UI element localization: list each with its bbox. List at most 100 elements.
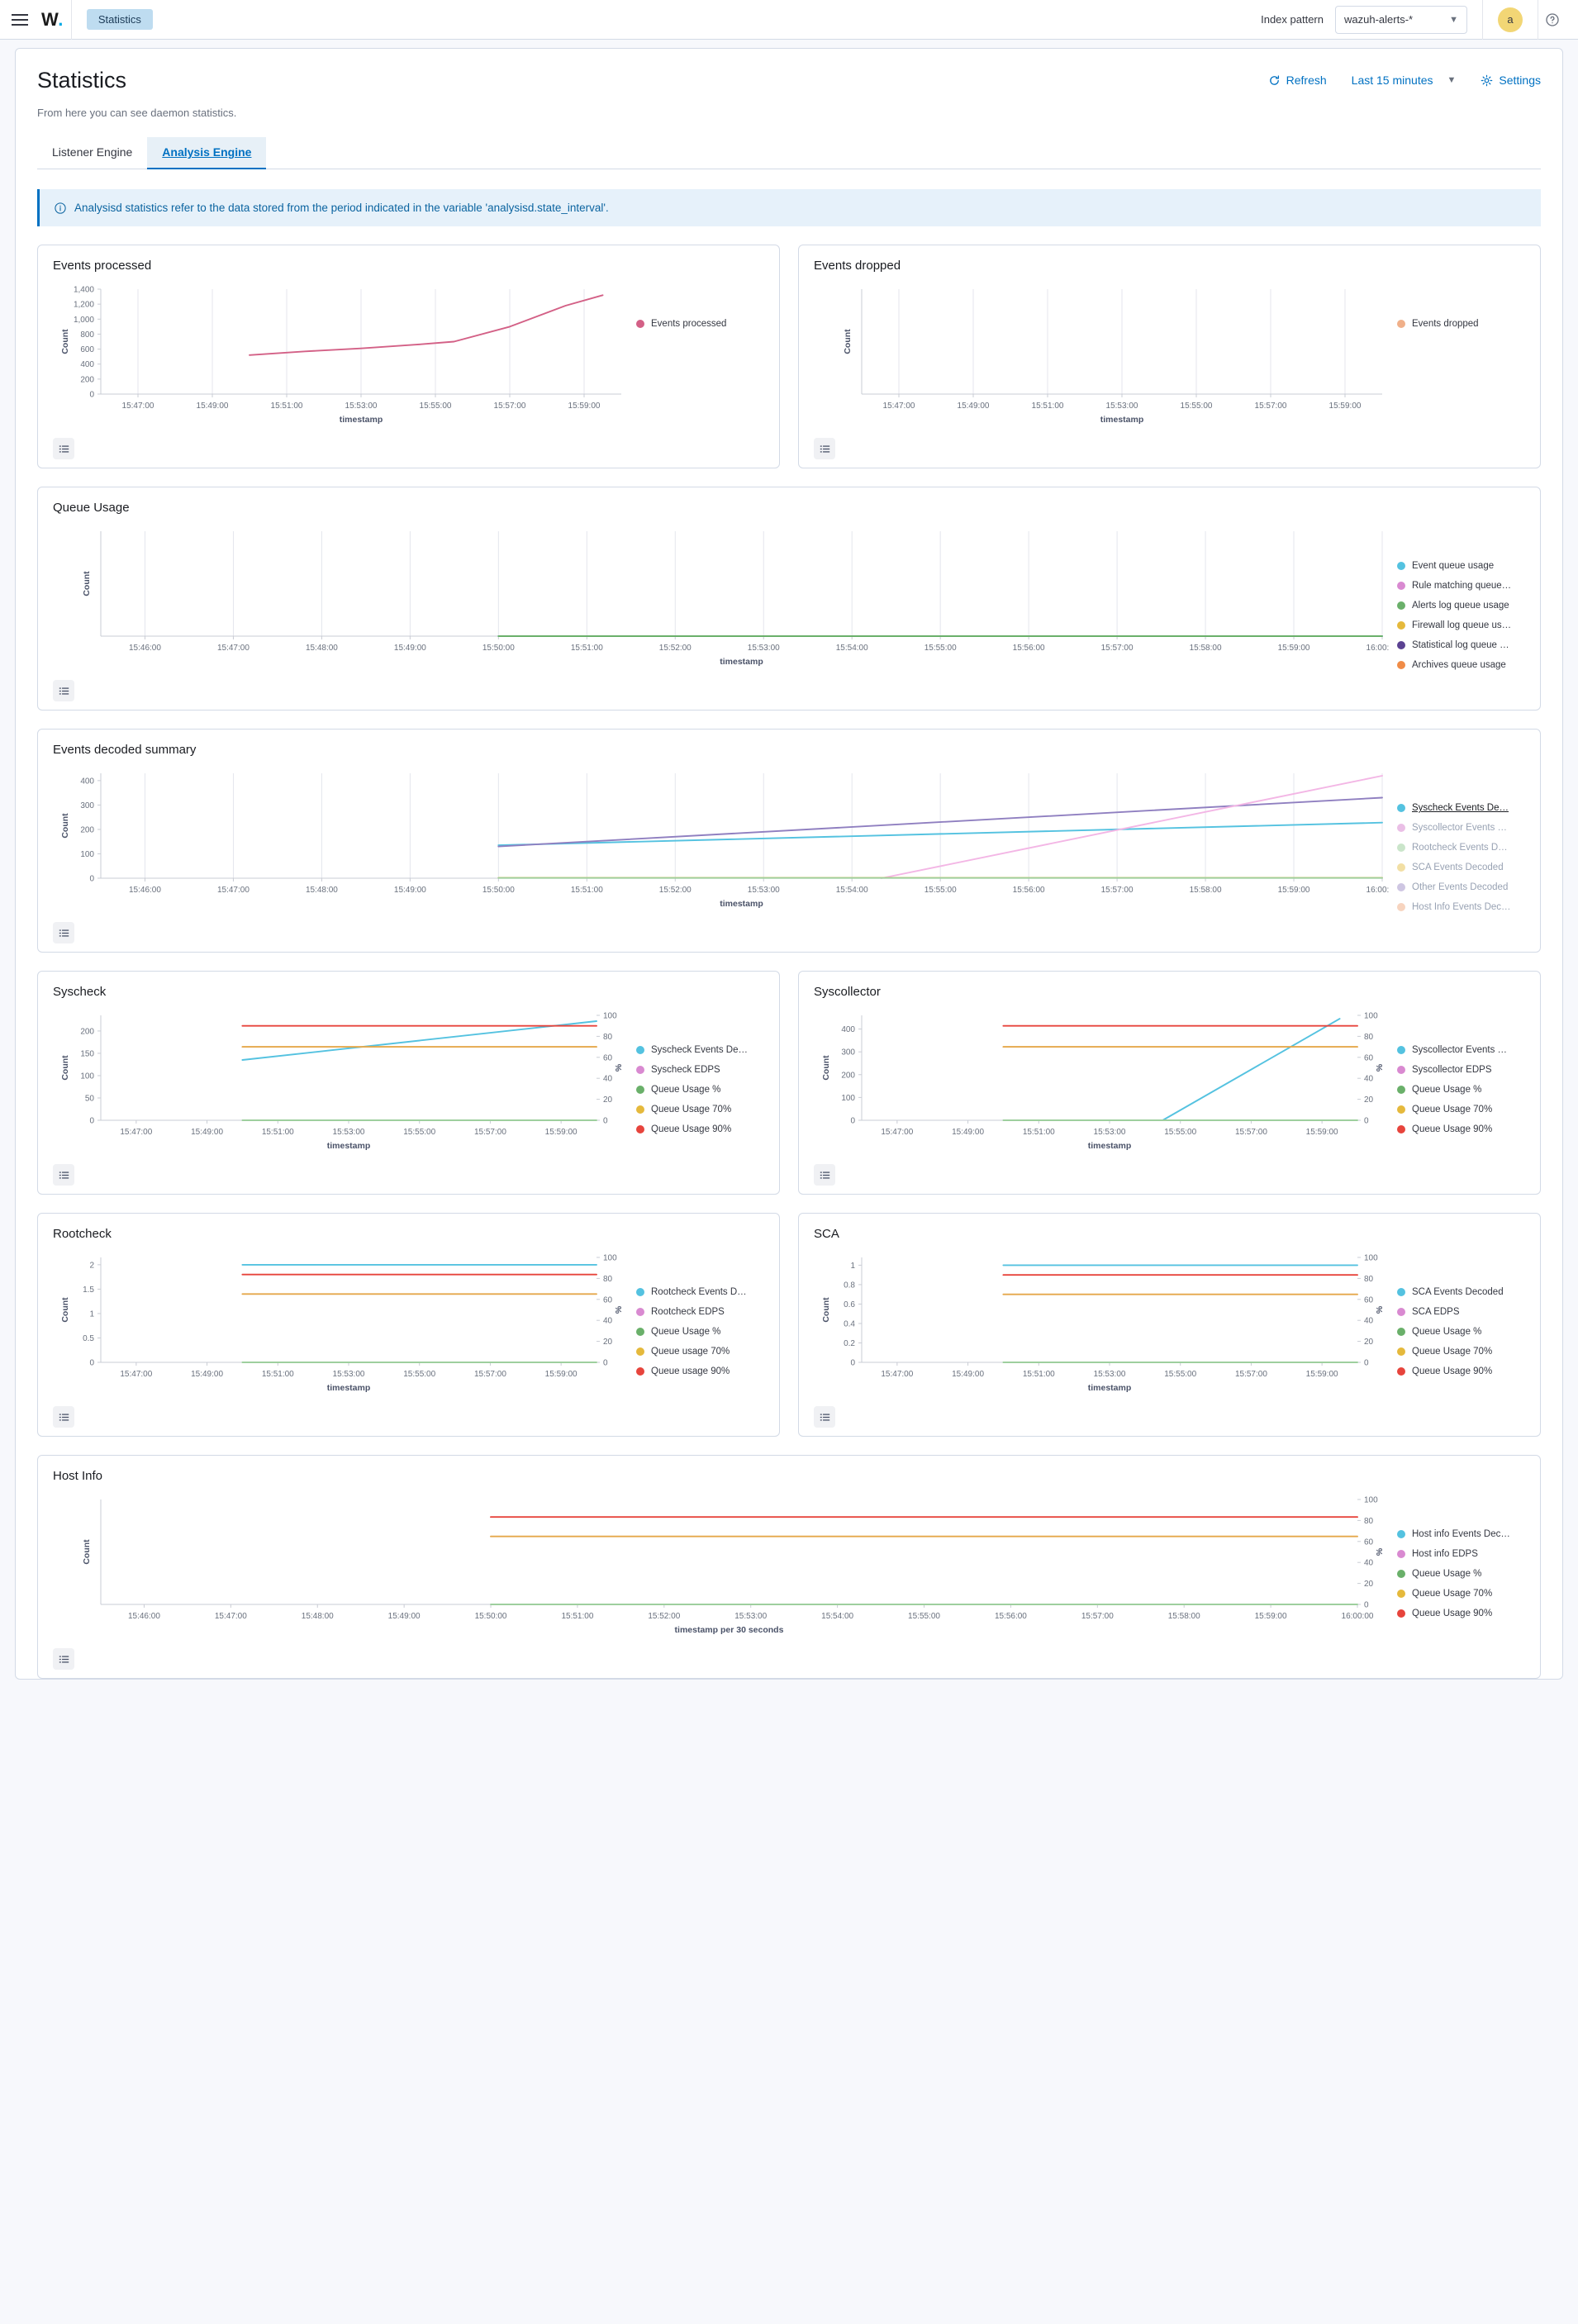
hamburger-menu-icon[interactable] <box>0 0 40 40</box>
wazuh-logo[interactable]: W. <box>40 9 71 31</box>
breadcrumb-statistics[interactable]: Statistics <box>86 9 153 30</box>
svg-text:15:55:00: 15:55:00 <box>908 1612 940 1621</box>
legend-item[interactable]: Syscheck Events De… <box>1397 798 1525 818</box>
legend-item[interactable]: Alerts log queue usage <box>1397 596 1525 615</box>
legend-item[interactable]: Queue Usage 90% <box>1397 1362 1525 1381</box>
legend-item[interactable]: Syscollector EDPS <box>1397 1060 1525 1080</box>
legend-item[interactable]: Queue Usage % <box>1397 1564 1525 1584</box>
legend-item[interactable]: Queue usage 90% <box>636 1362 764 1381</box>
legend-item[interactable]: Events processed <box>636 314 764 334</box>
svg-text:Count: Count <box>60 329 70 354</box>
plot[interactable]: Count 15:46:00 15:47:00 15:48:00 15:49:00 15:… <box>53 520 1399 677</box>
legend-item[interactable]: Host Info Events Dec… <box>1397 897 1525 917</box>
tab-listener-engine[interactable]: Listener Engine <box>52 145 133 159</box>
legend-item[interactable]: Events dropped <box>1397 314 1525 334</box>
legend-item[interactable]: Syscheck Events De… <box>636 1040 764 1060</box>
legend-item[interactable]: Rootcheck Events D… <box>636 1282 764 1302</box>
plot[interactable]: 0 100 200 300 400 Count 15:47:00 15:49:00 15:51:… <box>814 1004 1389 1161</box>
legend-item[interactable]: Host info Events Dec… <box>1397 1524 1525 1544</box>
help-circle-icon[interactable] <box>1538 6 1566 34</box>
svg-text:%: % <box>1375 1306 1385 1314</box>
legend-item[interactable]: Queue Usage 70% <box>1397 1100 1525 1119</box>
inspect-button[interactable] <box>53 922 74 944</box>
plot[interactable]: 0 200 400 600 800 1,000 1,200 1,400 Count 15:47:0… <box>53 278 628 435</box>
inspect-button[interactable] <box>814 1406 835 1428</box>
legend-item[interactable]: Statistical log queue … <box>1397 635 1525 655</box>
legend-item[interactable]: SCA Events Decoded <box>1397 1282 1525 1302</box>
svg-text:60: 60 <box>1364 1296 1374 1305</box>
inspect-button[interactable] <box>53 438 74 460</box>
legend-item[interactable]: Archives queue usage <box>1397 655 1525 675</box>
legend-item[interactable]: Queue Usage % <box>1397 1080 1525 1100</box>
plot[interactable]: 0 0.2 0.4 0.6 0.8 1 Count 15:47:00 15:49:00 15:51… <box>814 1246 1389 1403</box>
legend-label: SCA EDPS <box>1412 1307 1460 1318</box>
svg-text:15:59:00: 15:59:00 <box>1306 1370 1338 1379</box>
svg-text:15:48:00: 15:48:00 <box>302 1612 334 1621</box>
svg-text:15:50:00: 15:50:00 <box>482 886 515 895</box>
svg-text:2: 2 <box>89 1262 94 1271</box>
legend-item[interactable]: Event queue usage <box>1397 556 1525 576</box>
settings-button[interactable]: Settings <box>1481 74 1541 87</box>
legend-item[interactable]: Queue Usage 70% <box>1397 1342 1525 1362</box>
svg-text:100: 100 <box>841 1094 855 1103</box>
legend-item[interactable]: Syscollector Events … <box>1397 818 1525 838</box>
legend-item[interactable]: SCA Events Decoded <box>1397 858 1525 877</box>
svg-text:15:55:00: 15:55:00 <box>1164 1128 1196 1137</box>
legend-item[interactable]: Syscollector Events … <box>1397 1040 1525 1060</box>
inspect-button[interactable] <box>53 680 74 702</box>
inspect-button[interactable] <box>814 438 835 460</box>
avatar[interactable]: a <box>1498 7 1523 32</box>
svg-text:15:51:00: 15:51:00 <box>271 402 303 411</box>
index-pattern-select[interactable]: wazuh-alerts-* ▼ <box>1335 5 1467 34</box>
plot[interactable]: 0 0.5 1 1.5 2 Count 15:47:00 15:49:00 15:51:00 15… <box>53 1246 628 1403</box>
legend-item[interactable]: Queue Usage 70% <box>636 1100 764 1119</box>
inspect-button[interactable] <box>814 1164 835 1186</box>
legend-label: Events dropped <box>1412 319 1479 330</box>
svg-text:15:57:00: 15:57:00 <box>1235 1128 1267 1137</box>
refresh-button[interactable]: Refresh <box>1268 74 1327 87</box>
legend-color-dot <box>1397 1530 1405 1539</box>
inspect-button[interactable] <box>53 1406 74 1428</box>
legend-color-dot <box>636 1328 644 1337</box>
svg-text:timestamp: timestamp <box>1088 1141 1132 1151</box>
legend-item[interactable]: Host info EDPS <box>1397 1544 1525 1564</box>
svg-text:100: 100 <box>80 1072 94 1081</box>
legend-item[interactable]: SCA EDPS <box>1397 1302 1525 1322</box>
legend-color-dot <box>636 1086 644 1095</box>
plot[interactable]: Count 15:47:00 15:49:00 15:51:00 15:53:00 15:… <box>814 278 1389 435</box>
time-range-picker[interactable]: Last 15 minutes ▼ <box>1352 74 1457 87</box>
plot[interactable]: 0 50 100 150 200 Count 15:47:00 15:49:00 15:51:0… <box>53 1004 628 1161</box>
legend-label: Queue Usage % <box>1412 1569 1482 1580</box>
legend-label: Queue Usage 90% <box>1412 1366 1493 1377</box>
inspect-button[interactable] <box>53 1648 74 1671</box>
legend-item[interactable]: Other Events Decoded <box>1397 877 1525 897</box>
svg-text:40: 40 <box>1364 1075 1374 1084</box>
legend-item[interactable]: Firewall log queue us… <box>1397 615 1525 635</box>
legend-item[interactable]: Rootcheck EDPS <box>636 1302 764 1322</box>
legend-item[interactable]: Rootcheck Events D… <box>1397 838 1525 858</box>
svg-text:15:47:00: 15:47:00 <box>217 886 250 895</box>
svg-text:15:47:00: 15:47:00 <box>120 1370 152 1379</box>
legend-item[interactable]: Queue Usage % <box>636 1322 764 1342</box>
tab-analysis-engine[interactable]: Analysis Engine <box>147 137 267 170</box>
legend-item[interactable]: Queue Usage % <box>636 1080 764 1100</box>
charts-row-6: Host Info Count 15:46:00 15:47:00 15:48:00 1… <box>37 1455 1541 1680</box>
inspect-button[interactable] <box>53 1164 74 1186</box>
index-pattern-label: Index pattern <box>1261 13 1324 26</box>
svg-text:200: 200 <box>841 1072 855 1081</box>
legend-color-dot <box>1397 1347 1405 1357</box>
plot[interactable]: Count 15:46:00 15:47:00 15:48:00 15:49:00 15:… <box>53 1488 1389 1645</box>
legend-item[interactable]: Queue usage 70% <box>636 1342 764 1362</box>
legend-item[interactable]: Queue Usage 90% <box>1397 1604 1525 1623</box>
plot[interactable]: 0 100 200 300 400 Count 15:46:00 15:47:00 15:48:… <box>53 762 1399 919</box>
legend-item[interactable]: Syscheck EDPS <box>636 1060 764 1080</box>
legend-item[interactable]: Queue Usage % <box>1397 1322 1525 1342</box>
card-title: Syscollector <box>814 985 881 1000</box>
svg-text:Count: Count <box>82 571 92 596</box>
legend-item[interactable]: Rule matching queue… <box>1397 576 1525 596</box>
legend-item[interactable]: Queue Usage 90% <box>636 1119 764 1139</box>
legend-item[interactable]: Queue Usage 90% <box>1397 1119 1525 1139</box>
svg-text:15:57:00: 15:57:00 <box>474 1128 506 1137</box>
top-navigation-bar: W. Statistics Index pattern wazuh-alerts… <box>0 0 1578 40</box>
legend-item[interactable]: Queue Usage 70% <box>1397 1584 1525 1604</box>
